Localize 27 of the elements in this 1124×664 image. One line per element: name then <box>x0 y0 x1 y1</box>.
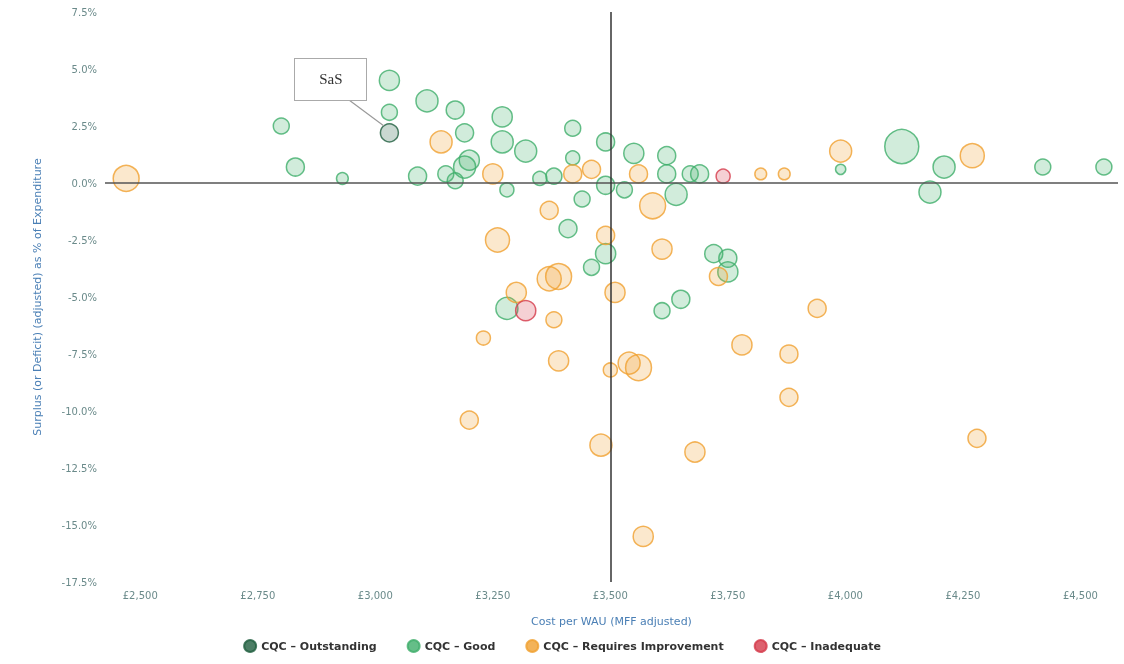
x-axis-title: Cost per WAU (MFF adjusted) <box>531 615 692 628</box>
y-tick-label: -2.5% <box>67 234 97 246</box>
x-tick-label: £2,500 <box>122 589 158 601</box>
y-tick-label: 5.0% <box>71 63 97 75</box>
legend-label: CQC – Good <box>424 639 496 653</box>
annotation: SaS <box>294 57 368 101</box>
x-tick-label: £3,500 <box>592 589 628 601</box>
y-tick-label: -10.0% <box>61 405 97 417</box>
y-tick-label: -15.0% <box>61 519 97 531</box>
x-tick-label: £3,750 <box>710 589 746 601</box>
x-tick-label: £4,250 <box>945 589 981 601</box>
legend-label: CQC – Inadequate <box>771 639 881 653</box>
legend-label: CQC – Outstanding <box>261 639 377 653</box>
y-tick-label: 0.0% <box>71 177 97 189</box>
y-tick-label: -5.0% <box>67 291 97 303</box>
x-tick-label: £2,750 <box>240 589 276 601</box>
x-tick-label: £4,500 <box>1062 589 1098 601</box>
y-tick-label: -7.5% <box>67 348 97 360</box>
y-tick-label: -12.5% <box>61 462 97 474</box>
legend-label: CQC – Requires Improvement <box>543 639 724 653</box>
x-tick-label: £4,000 <box>827 589 863 601</box>
x-tick-label: £3,000 <box>357 589 393 601</box>
y-tick-label: 2.5% <box>71 120 97 132</box>
x-tick-label: £3,250 <box>475 589 511 601</box>
y-tick-label: -17.5% <box>61 576 97 588</box>
y-axis-title: Surplus (or Deficit) (adjusted) as % of Expenditure <box>31 158 44 436</box>
y-tick-label: 7.5% <box>71 6 97 18</box>
